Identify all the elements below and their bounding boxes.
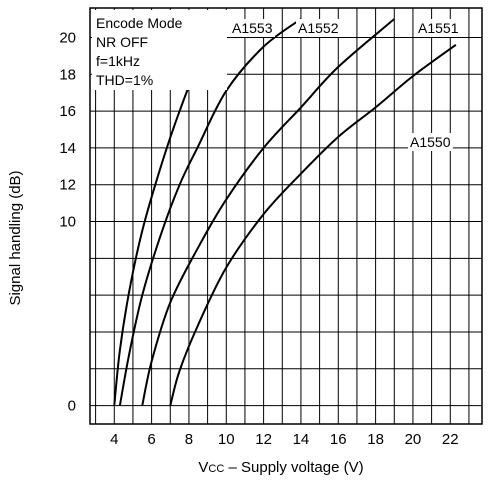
x-tick-label: 22 xyxy=(442,431,459,448)
y-tick-label: 20 xyxy=(59,29,76,46)
series-label-a1551: A1551 xyxy=(418,20,459,36)
x-axis-title: Vcc – Supply voltage (V) xyxy=(198,459,363,476)
x-tick-label: 10 xyxy=(218,431,235,448)
curves xyxy=(113,18,457,406)
x-axis-title-prefix: Vcc xyxy=(198,459,224,476)
condition-line: THD=1% xyxy=(96,72,153,88)
x-tick-label: 6 xyxy=(147,431,155,448)
y-tick-labels: 0 10 12 14 16 18 20 xyxy=(59,29,76,414)
y-tick-label: 16 xyxy=(59,103,76,120)
series-label-background xyxy=(408,133,453,151)
x-axis-title-suffix: – Supply voltage (V) xyxy=(224,459,363,476)
y-tick-label: 0 xyxy=(68,398,76,415)
series-label-a1550: A1550 xyxy=(410,134,451,150)
condition-line: Encode Mode xyxy=(96,15,183,31)
x-tick-label: 16 xyxy=(330,431,347,448)
curve-a1551 xyxy=(141,18,395,406)
conditions-background xyxy=(92,10,227,90)
series-label-background xyxy=(296,19,341,37)
series-label-a1552: A1552 xyxy=(298,20,339,36)
conditions-note: Encode Mode NR OFF f=1kHz THD=1% xyxy=(92,10,227,90)
y-tick-label: 10 xyxy=(59,214,76,231)
x-tick-label: 12 xyxy=(255,431,272,448)
x-tick-label: 4 xyxy=(110,431,118,448)
x-tick-label: 14 xyxy=(293,431,310,448)
curve-a1550 xyxy=(169,44,457,406)
x-tick-label: 8 xyxy=(185,431,193,448)
condition-line: f=1kHz xyxy=(96,53,140,69)
y-tick-label: 12 xyxy=(59,177,76,194)
plot-frame xyxy=(89,7,483,425)
x-tick-label: 18 xyxy=(367,431,384,448)
series-label-a1553: A1553 xyxy=(232,20,273,36)
x-tick-labels: 4 6 8 10 12 14 16 18 20 22 xyxy=(110,431,459,448)
series-labels: A1553 A1552 A1551 A1550 xyxy=(230,19,461,151)
y-tick-label: 14 xyxy=(59,140,76,157)
condition-line: NR OFF xyxy=(96,34,148,50)
y-tick-label: 18 xyxy=(59,66,76,83)
series-label-background xyxy=(230,19,275,37)
series-label-background xyxy=(416,19,461,37)
x-tick-label: 20 xyxy=(405,431,422,448)
y-axis-title: Signal handling (dB) xyxy=(7,170,24,305)
curve-a1552 xyxy=(118,18,302,406)
